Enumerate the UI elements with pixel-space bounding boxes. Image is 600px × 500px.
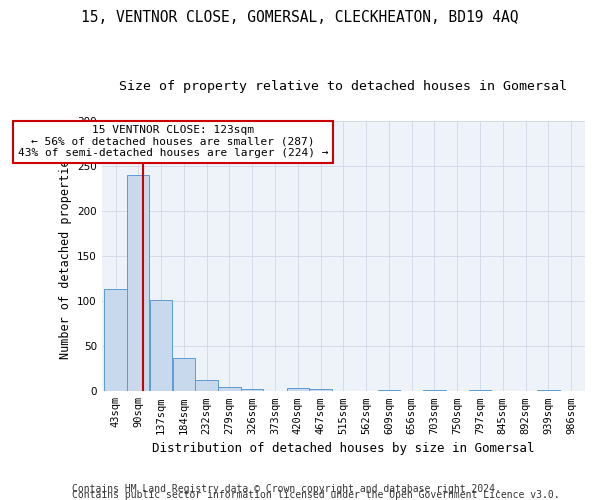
Bar	[310, 388, 332, 392]
Bar	[537, 390, 560, 392]
Bar	[218, 387, 241, 392]
Bar	[469, 390, 491, 392]
Bar	[241, 388, 263, 392]
Bar	[150, 300, 172, 392]
Bar	[127, 174, 149, 392]
Y-axis label: Number of detached properties: Number of detached properties	[59, 152, 71, 359]
Bar	[173, 358, 195, 392]
Bar	[424, 390, 446, 392]
Text: 15 VENTNOR CLOSE: 123sqm
← 56% of detached houses are smaller (287)
43% of semi-: 15 VENTNOR CLOSE: 123sqm ← 56% of detach…	[17, 125, 328, 158]
Text: 15, VENTNOR CLOSE, GOMERSAL, CLECKHEATON, BD19 4AQ: 15, VENTNOR CLOSE, GOMERSAL, CLECKHEATON…	[81, 10, 519, 25]
Title: Size of property relative to detached houses in Gomersal: Size of property relative to detached ho…	[119, 80, 568, 93]
Bar	[287, 388, 309, 392]
Bar	[104, 290, 127, 392]
Bar	[196, 380, 218, 392]
X-axis label: Distribution of detached houses by size in Gomersal: Distribution of detached houses by size …	[152, 442, 535, 455]
Text: Contains HM Land Registry data © Crown copyright and database right 2024.: Contains HM Land Registry data © Crown c…	[72, 484, 501, 494]
Bar	[378, 390, 400, 392]
Text: Contains public sector information licensed under the Open Government Licence v3: Contains public sector information licen…	[72, 490, 560, 500]
